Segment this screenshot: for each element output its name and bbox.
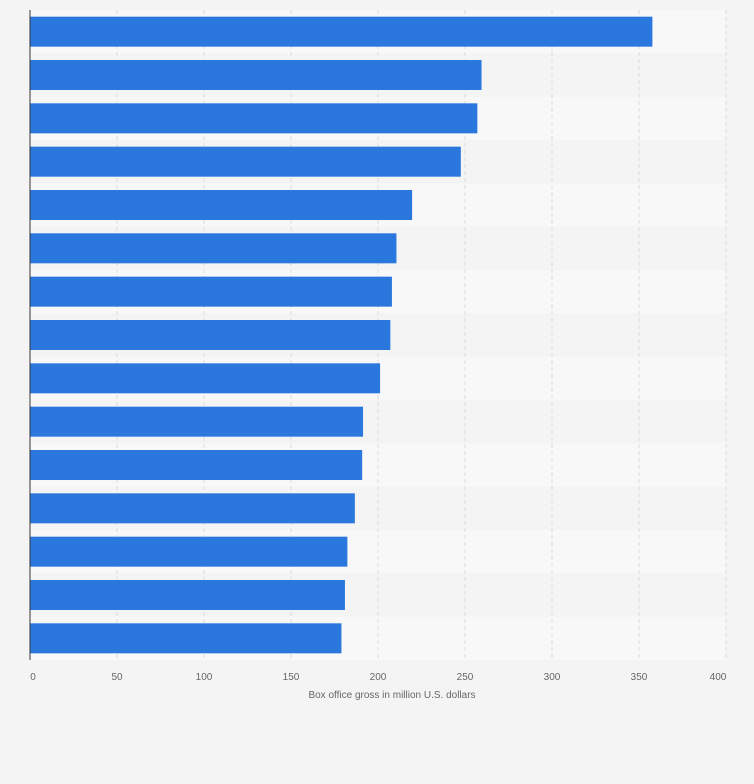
x-tick-label: 250	[457, 672, 474, 683]
x-tick-label: 400	[710, 672, 727, 683]
bar[interactable]	[30, 60, 482, 90]
x-tick-label: 100	[196, 672, 213, 683]
x-axis-tick-labels: 0 50 100 150 200 250 300 350 400	[30, 672, 727, 683]
x-tick-label: 150	[283, 672, 300, 683]
x-axis-label: Box office gross in million U.S. dollars	[308, 690, 475, 701]
bar[interactable]	[30, 16, 653, 47]
bar[interactable]	[30, 146, 461, 177]
bar[interactable]	[30, 623, 342, 654]
bar[interactable]	[30, 320, 391, 350]
bar[interactable]	[30, 363, 381, 394]
bar[interactable]	[30, 233, 397, 264]
bar[interactable]	[30, 276, 392, 307]
bar[interactable]	[30, 580, 345, 610]
bar[interactable]	[30, 103, 478, 134]
x-tick-label: 300	[544, 672, 561, 683]
bar[interactable]	[30, 450, 363, 480]
x-tick-label: 0	[30, 672, 36, 683]
bar[interactable]	[30, 406, 364, 437]
bar[interactable]	[30, 190, 413, 220]
bar[interactable]	[30, 493, 355, 524]
x-tick-label: 200	[370, 672, 387, 683]
x-tick-label: 50	[111, 672, 123, 683]
bar[interactable]	[30, 536, 348, 567]
x-tick-label: 350	[631, 672, 648, 683]
bars	[30, 16, 653, 654]
